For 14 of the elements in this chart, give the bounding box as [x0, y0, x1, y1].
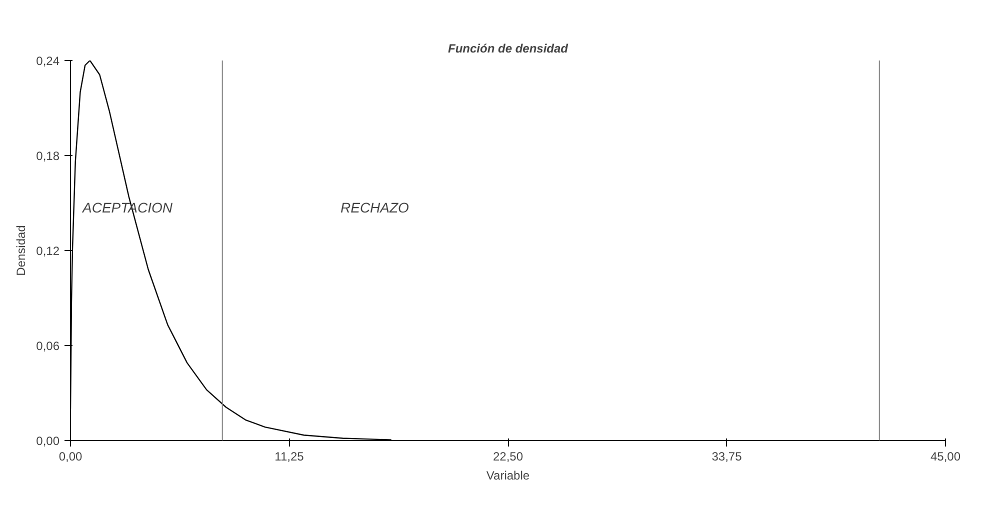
y-tick-label: 0,06	[36, 339, 60, 353]
y-tick-label: 0,00	[36, 434, 60, 448]
chart-title: Función de densidad	[448, 42, 569, 56]
x-tick-label: 33,75	[712, 450, 742, 464]
annotation: RECHAZO	[340, 200, 410, 216]
x-axis-title: Variable	[486, 468, 530, 482]
y-tick-label: 0,18	[36, 149, 60, 163]
x-tick-label: 22,50	[492, 450, 524, 464]
x-tick-label: 11,25	[274, 450, 304, 464]
x-tick-label: 45,00	[930, 450, 961, 464]
x-tick-label: 0,00	[58, 450, 83, 464]
y-tick-label: 0,12	[36, 244, 60, 258]
y-axis-title: Densidad	[14, 225, 28, 276]
y-tick-label: 0,24	[36, 54, 60, 68]
